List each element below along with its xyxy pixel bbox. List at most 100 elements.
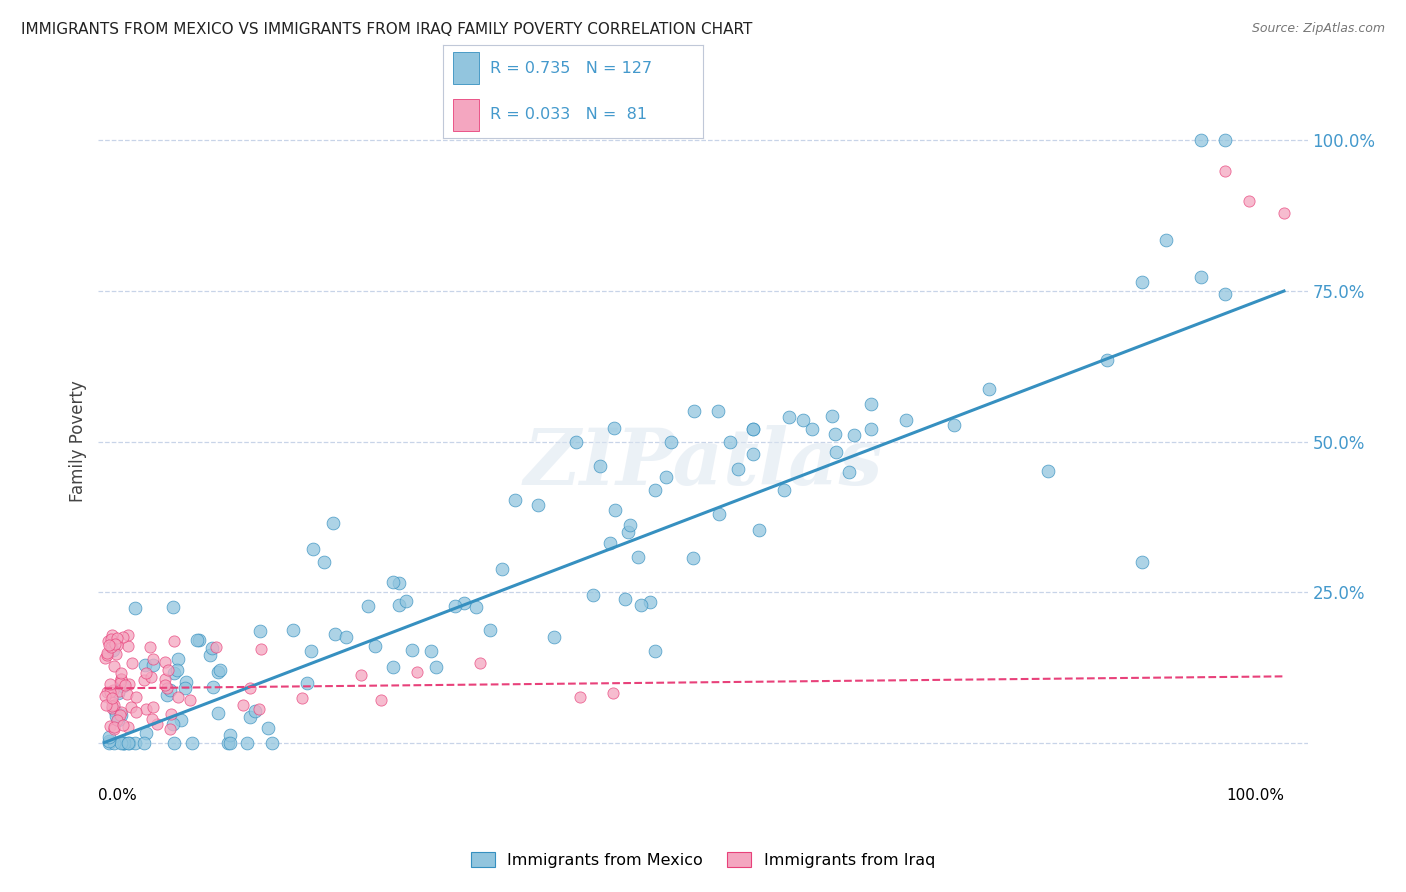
Text: 100.0%: 100.0%: [1226, 788, 1284, 803]
Point: [100, 640, 122, 655]
Point: [156, 681, 179, 695]
Point: [142, 699, 165, 714]
Point: [103, 659, 125, 673]
Point: [742, 423, 765, 437]
Point: [135, 726, 157, 740]
Point: [110, 735, 132, 749]
Point: [1132, 275, 1154, 289]
Point: [335, 630, 357, 644]
Point: [299, 643, 322, 657]
Point: [824, 427, 846, 442]
Point: [217, 735, 239, 749]
Point: [824, 445, 846, 459]
Point: [208, 663, 231, 677]
Point: [453, 597, 475, 611]
Point: [98, 730, 121, 744]
Point: [96, 684, 118, 698]
Point: [659, 434, 682, 449]
Point: [100, 691, 122, 706]
Point: [382, 660, 405, 674]
Point: [110, 706, 132, 720]
Point: [207, 665, 229, 680]
Point: [1189, 270, 1212, 285]
Point: [356, 599, 378, 613]
Point: [103, 735, 125, 749]
Point: [117, 720, 139, 734]
Point: [395, 594, 418, 608]
Point: [101, 643, 124, 657]
Point: [94, 698, 117, 713]
Point: [108, 707, 131, 722]
Point: [706, 404, 728, 418]
Point: [1213, 133, 1236, 147]
Point: [188, 632, 211, 647]
Point: [118, 676, 141, 690]
Point: [101, 698, 124, 713]
Point: [104, 647, 127, 661]
Point: [381, 575, 404, 590]
Point: [163, 634, 186, 648]
Point: [543, 630, 565, 644]
Point: [603, 502, 626, 516]
Point: [114, 678, 136, 692]
Point: [291, 691, 314, 706]
Point: [603, 421, 626, 435]
Point: [644, 483, 666, 498]
Point: [370, 693, 392, 707]
Point: [235, 735, 257, 749]
Point: [778, 410, 800, 425]
Point: [838, 465, 860, 479]
Point: [644, 644, 666, 658]
Text: ZIPatlas: ZIPatlas: [523, 425, 883, 501]
Point: [283, 623, 305, 637]
Point: [748, 523, 770, 537]
Point: [94, 651, 117, 665]
Point: [503, 493, 526, 508]
Point: [124, 601, 146, 615]
Point: [98, 718, 121, 732]
Point: [401, 643, 423, 657]
Point: [617, 525, 640, 540]
Point: [124, 735, 146, 749]
Point: [104, 637, 127, 651]
Point: [1237, 194, 1260, 208]
Point: [727, 462, 749, 476]
Point: [179, 693, 201, 707]
Point: [98, 685, 121, 699]
Point: [1095, 353, 1118, 368]
Point: [742, 447, 765, 461]
Point: [742, 423, 765, 437]
Point: [243, 705, 266, 719]
Point: [638, 595, 661, 609]
Point: [406, 665, 429, 679]
Point: [198, 648, 221, 662]
Point: [297, 676, 319, 690]
Point: [180, 735, 202, 749]
Point: [141, 712, 163, 726]
Point: [842, 428, 865, 442]
Point: [98, 677, 121, 691]
Point: [167, 652, 190, 666]
Point: [112, 735, 135, 749]
Point: [589, 458, 612, 473]
Point: [153, 655, 176, 669]
Point: [142, 652, 165, 666]
Point: [98, 639, 121, 653]
Point: [232, 698, 254, 712]
Point: [97, 734, 120, 748]
Point: [159, 706, 181, 721]
Point: [613, 591, 636, 606]
Point: [117, 628, 139, 642]
Point: [186, 633, 208, 648]
Point: [239, 709, 262, 723]
Point: [96, 646, 118, 660]
Point: [156, 688, 179, 702]
Point: [1132, 555, 1154, 569]
Point: [125, 690, 148, 704]
Point: [630, 599, 652, 613]
Point: [169, 713, 191, 727]
Point: [97, 634, 120, 648]
Point: [896, 412, 918, 426]
Point: [425, 659, 447, 673]
Point: [105, 709, 128, 723]
